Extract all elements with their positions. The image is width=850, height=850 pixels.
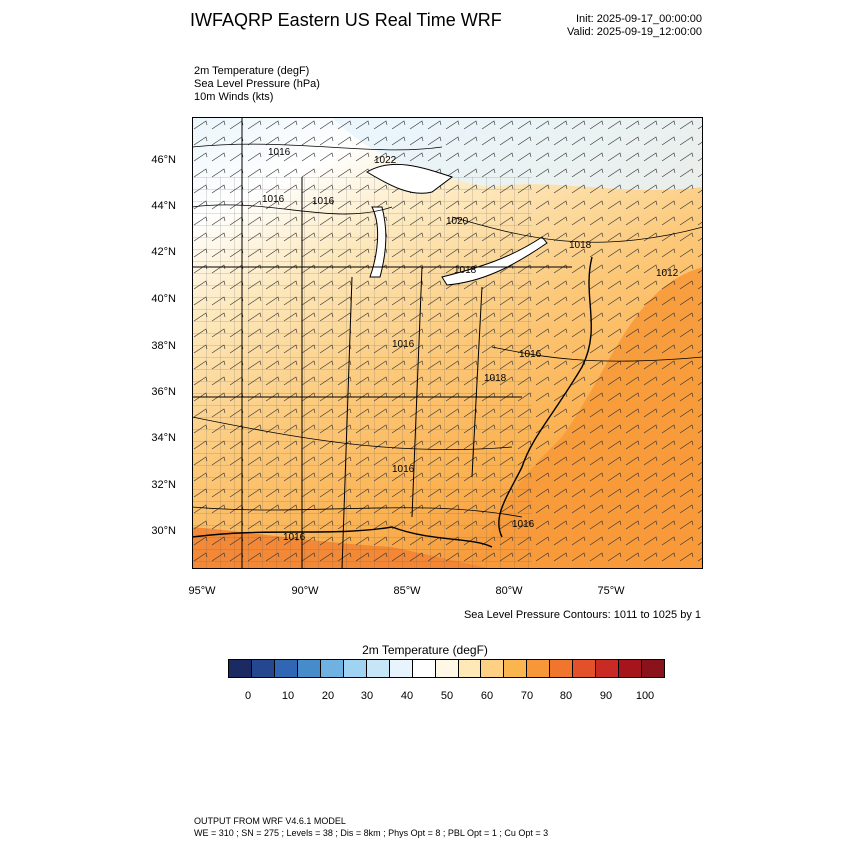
colorbar-tick: 0 <box>244 690 252 702</box>
lat-label: 36°N <box>151 386 176 398</box>
lat-label: 34°N <box>151 432 176 444</box>
lat-label: 30°N <box>151 525 176 537</box>
state-borders <box>192 117 572 569</box>
field-list: 2m Temperature (degF) Sea Level Pressure… <box>194 65 320 104</box>
isobar-label: 1022 <box>374 155 397 166</box>
colorbar-tick: 40 <box>400 690 414 702</box>
colorbar-swatch <box>458 660 482 677</box>
colorbar-tick: 60 <box>480 690 494 702</box>
colorbar-swatch <box>412 660 436 677</box>
footer-config: WE = 310 ; SN = 275 ; Levels = 38 ; Dis … <box>194 828 549 838</box>
isobar-label: 1016 <box>262 194 285 205</box>
lat-label: 42°N <box>151 246 176 258</box>
colorbar-swatch <box>504 660 528 677</box>
isobar-label: 1012 <box>656 268 679 279</box>
isobar-label: 1020 <box>446 216 469 227</box>
lat-label: 44°N <box>151 200 176 212</box>
colorbar-swatch <box>642 660 665 677</box>
isobar-label: 1018 <box>484 373 507 384</box>
isobar-label: 1018 <box>569 240 592 251</box>
lat-label: 40°N <box>151 293 176 305</box>
isobar-label: 1018 <box>454 265 477 276</box>
lon-label: 85°W <box>393 585 421 597</box>
isobar-label: 1016 <box>268 147 291 158</box>
isobars <box>192 143 703 518</box>
isobar-label: 1016 <box>512 519 535 530</box>
colorbar-swatch <box>297 660 321 677</box>
field-winds: 10m Winds (kts) <box>194 91 274 103</box>
colorbar-swatch <box>343 660 367 677</box>
lat-label: 46°N <box>151 154 176 166</box>
colorbar-title: 2m Temperature (degF) <box>362 643 488 657</box>
init-time: Init: 2025-09-17_00:00:00 <box>576 13 702 25</box>
isobar-label: 1016 <box>312 196 335 207</box>
lat-label: 32°N <box>151 479 176 491</box>
colorbar-tick: 20 <box>321 690 335 702</box>
colorbar <box>228 659 665 678</box>
lon-label: 95°W <box>188 585 216 597</box>
wind-barbs <box>192 117 703 569</box>
lon-label: 80°W <box>495 585 523 597</box>
colorbar-swatch <box>573 660 597 677</box>
lon-label: 90°W <box>291 585 319 597</box>
colorbar-tick: 70 <box>520 690 534 702</box>
colorbar-swatch <box>320 660 344 677</box>
colorbar-tick: 50 <box>440 690 454 702</box>
field-temperature: 2m Temperature (degF) <box>194 65 310 77</box>
lat-label: 38°N <box>151 340 176 352</box>
colorbar-swatch <box>274 660 298 677</box>
colorbar-tick: 10 <box>281 690 295 702</box>
colorbar-swatch <box>550 660 574 677</box>
isobar-label: 1016 <box>519 349 542 360</box>
colorbar-tick: 30 <box>360 690 374 702</box>
colorbar-swatch <box>481 660 505 677</box>
colorbar-tick: 90 <box>599 690 613 702</box>
model-footer: OUTPUT FROM WRF V4.6.1 MODEL WE = 310 ; … <box>194 815 548 839</box>
colorbar-tick: 80 <box>559 690 573 702</box>
weather-map <box>192 117 703 569</box>
colorbar-swatch <box>619 660 643 677</box>
colorbar-swatch <box>229 660 252 677</box>
colorbar-swatch <box>251 660 275 677</box>
map-frame <box>192 117 703 569</box>
footer-model: OUTPUT FROM WRF V4.6.1 MODEL <box>194 816 346 826</box>
isobar-label: 1016 <box>392 464 415 475</box>
field-pressure: Sea Level Pressure (hPa) <box>194 78 320 90</box>
colorbar-swatch <box>596 660 620 677</box>
lon-label: 75°W <box>597 585 625 597</box>
isobar-label: 1016 <box>283 532 306 543</box>
colorbar-swatch <box>389 660 413 677</box>
plot-title: IWFAQRP Eastern US Real Time WRF <box>190 10 502 30</box>
valid-time: Valid: 2025-09-19_12:00:00 <box>567 26 702 38</box>
isobar-label: 1016 <box>392 339 415 350</box>
contour-note: Sea Level Pressure Contours: 1011 to 102… <box>463 609 701 621</box>
coastline <box>192 256 593 548</box>
colorbar-swatch <box>366 660 390 677</box>
colorbar-swatch <box>435 660 459 677</box>
colorbar-tick: 100 <box>635 690 655 702</box>
run-times: Init: 2025-09-17_00:00:00 Valid: 2025-09… <box>567 13 702 39</box>
colorbar-swatch <box>527 660 551 677</box>
